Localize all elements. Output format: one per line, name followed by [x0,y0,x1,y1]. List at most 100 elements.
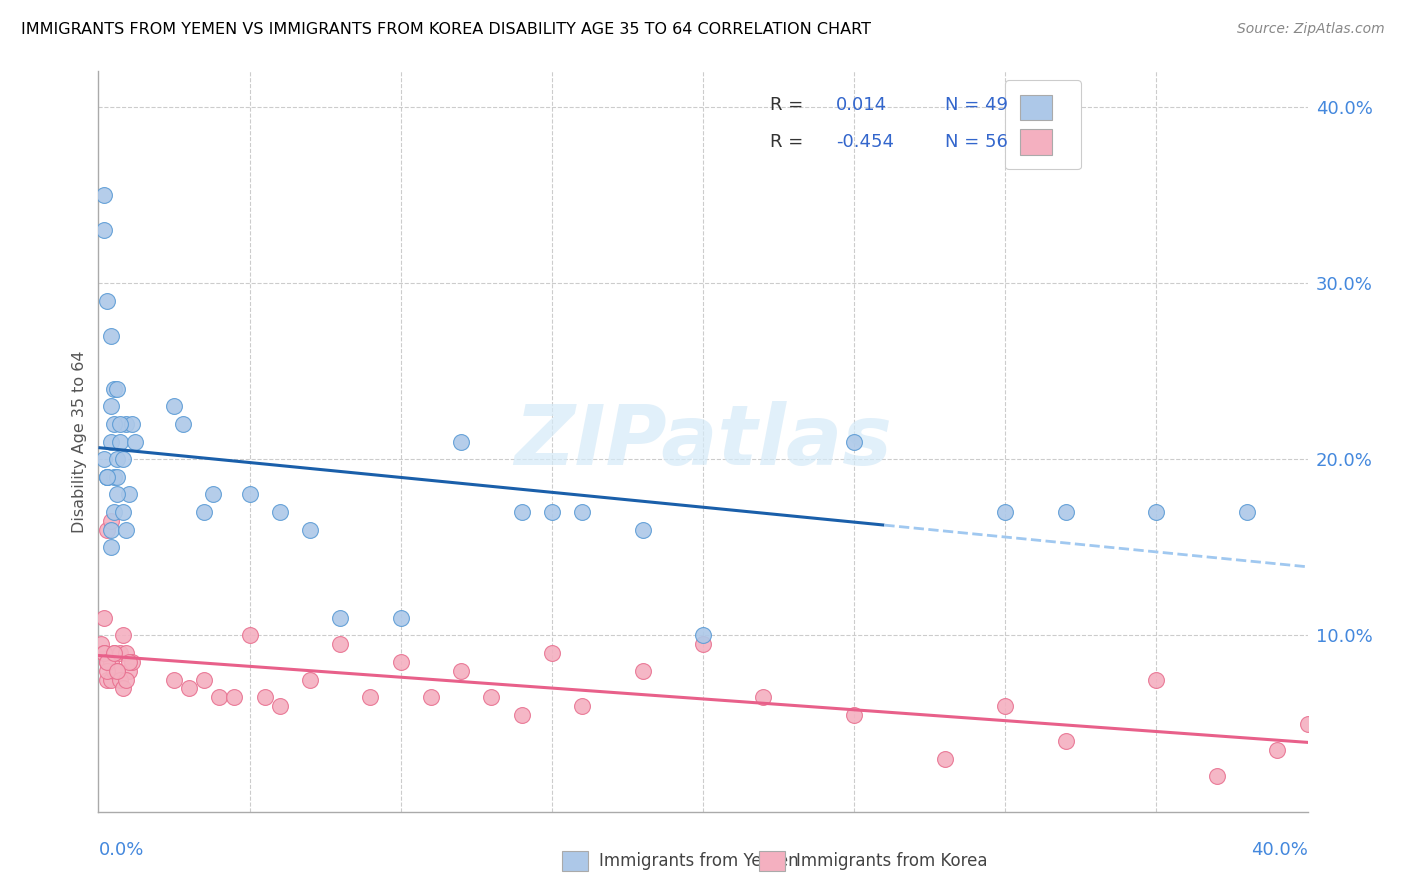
Point [96,664,118,678]
Point [844,707,866,722]
Point [100,673,122,687]
Point [93,646,115,660]
Text: IMMIGRANTS FROM YEMEN VS IMMIGRANTS FROM KOREA DISABILITY AGE 35 TO 64 CORRELATI: IMMIGRANTS FROM YEMEN VS IMMIGRANTS FROM… [21,22,872,37]
Point [481,690,503,705]
Text: ZIPatlas: ZIPatlas [515,401,891,482]
Point [692,628,714,642]
Text: N = 49: N = 49 [945,95,1008,113]
Point [299,523,322,537]
Point [844,434,866,449]
Text: Immigrants from Korea: Immigrants from Korea [796,852,987,870]
Point [108,673,131,687]
Point [124,434,146,449]
Point [105,382,128,396]
Point [90,637,112,651]
Point [389,655,412,669]
Point [571,505,593,519]
Point [163,673,186,687]
Point [103,417,125,431]
Point [420,690,443,705]
Point [108,434,131,449]
Point [103,470,125,484]
Text: R =: R = [769,133,808,151]
Point [111,505,134,519]
Point [111,452,134,467]
Point [179,681,201,696]
Point [100,328,122,343]
Point [96,673,118,687]
Point [108,417,131,431]
Point [631,664,654,678]
Text: 0.0%: 0.0% [98,841,143,859]
Point [389,611,412,625]
Point [994,505,1017,519]
Point [96,655,118,669]
Point [239,487,262,501]
Point [118,655,141,669]
Point [253,690,276,705]
Point [100,655,122,669]
Y-axis label: Disability Age 35 to 64: Disability Age 35 to 64 [72,351,87,533]
Text: R =: R = [769,95,808,113]
Point [114,646,136,660]
Point [114,523,136,537]
Point [269,698,291,713]
Text: Immigrants from Yemen: Immigrants from Yemen [599,852,799,870]
Point [994,698,1017,713]
Point [631,523,654,537]
Point [571,698,593,713]
Point [105,452,128,467]
Text: -0.454: -0.454 [837,133,894,151]
Point [100,399,122,413]
Point [103,646,125,660]
Point [510,707,533,722]
Point [360,690,382,705]
Point [111,628,134,642]
Point [96,470,118,484]
Point [96,470,118,484]
Point [540,646,562,660]
Point [193,673,215,687]
Point [118,487,141,501]
Point [96,470,118,484]
Text: 0.014: 0.014 [837,95,887,113]
Point [540,505,562,519]
Point [208,690,231,705]
Point [100,514,122,528]
Text: 40.0%: 40.0% [1251,841,1308,859]
Point [105,487,128,501]
Point [100,434,122,449]
Point [163,399,186,413]
Point [93,452,115,467]
Point [172,417,194,431]
Point [224,690,246,705]
Point [1236,505,1258,519]
Point [329,637,352,651]
Point [1206,769,1229,783]
Point [105,664,128,678]
Point [329,611,352,625]
Point [114,673,136,687]
Point [103,382,125,396]
Point [100,523,122,537]
Point [118,664,141,678]
Point [96,523,118,537]
Point [269,505,291,519]
Point [93,646,115,660]
Legend: , : , [1005,80,1081,169]
Point [111,681,134,696]
Point [752,690,775,705]
Point [692,637,714,651]
Text: N = 56: N = 56 [945,133,1008,151]
Point [103,664,125,678]
Point [93,611,115,625]
Point [1054,734,1077,748]
Point [96,655,118,669]
Point [1296,716,1319,731]
Point [121,655,143,669]
Point [93,187,115,202]
Point [1267,743,1289,757]
Point [105,470,128,484]
Point [450,664,472,678]
Point [299,673,322,687]
